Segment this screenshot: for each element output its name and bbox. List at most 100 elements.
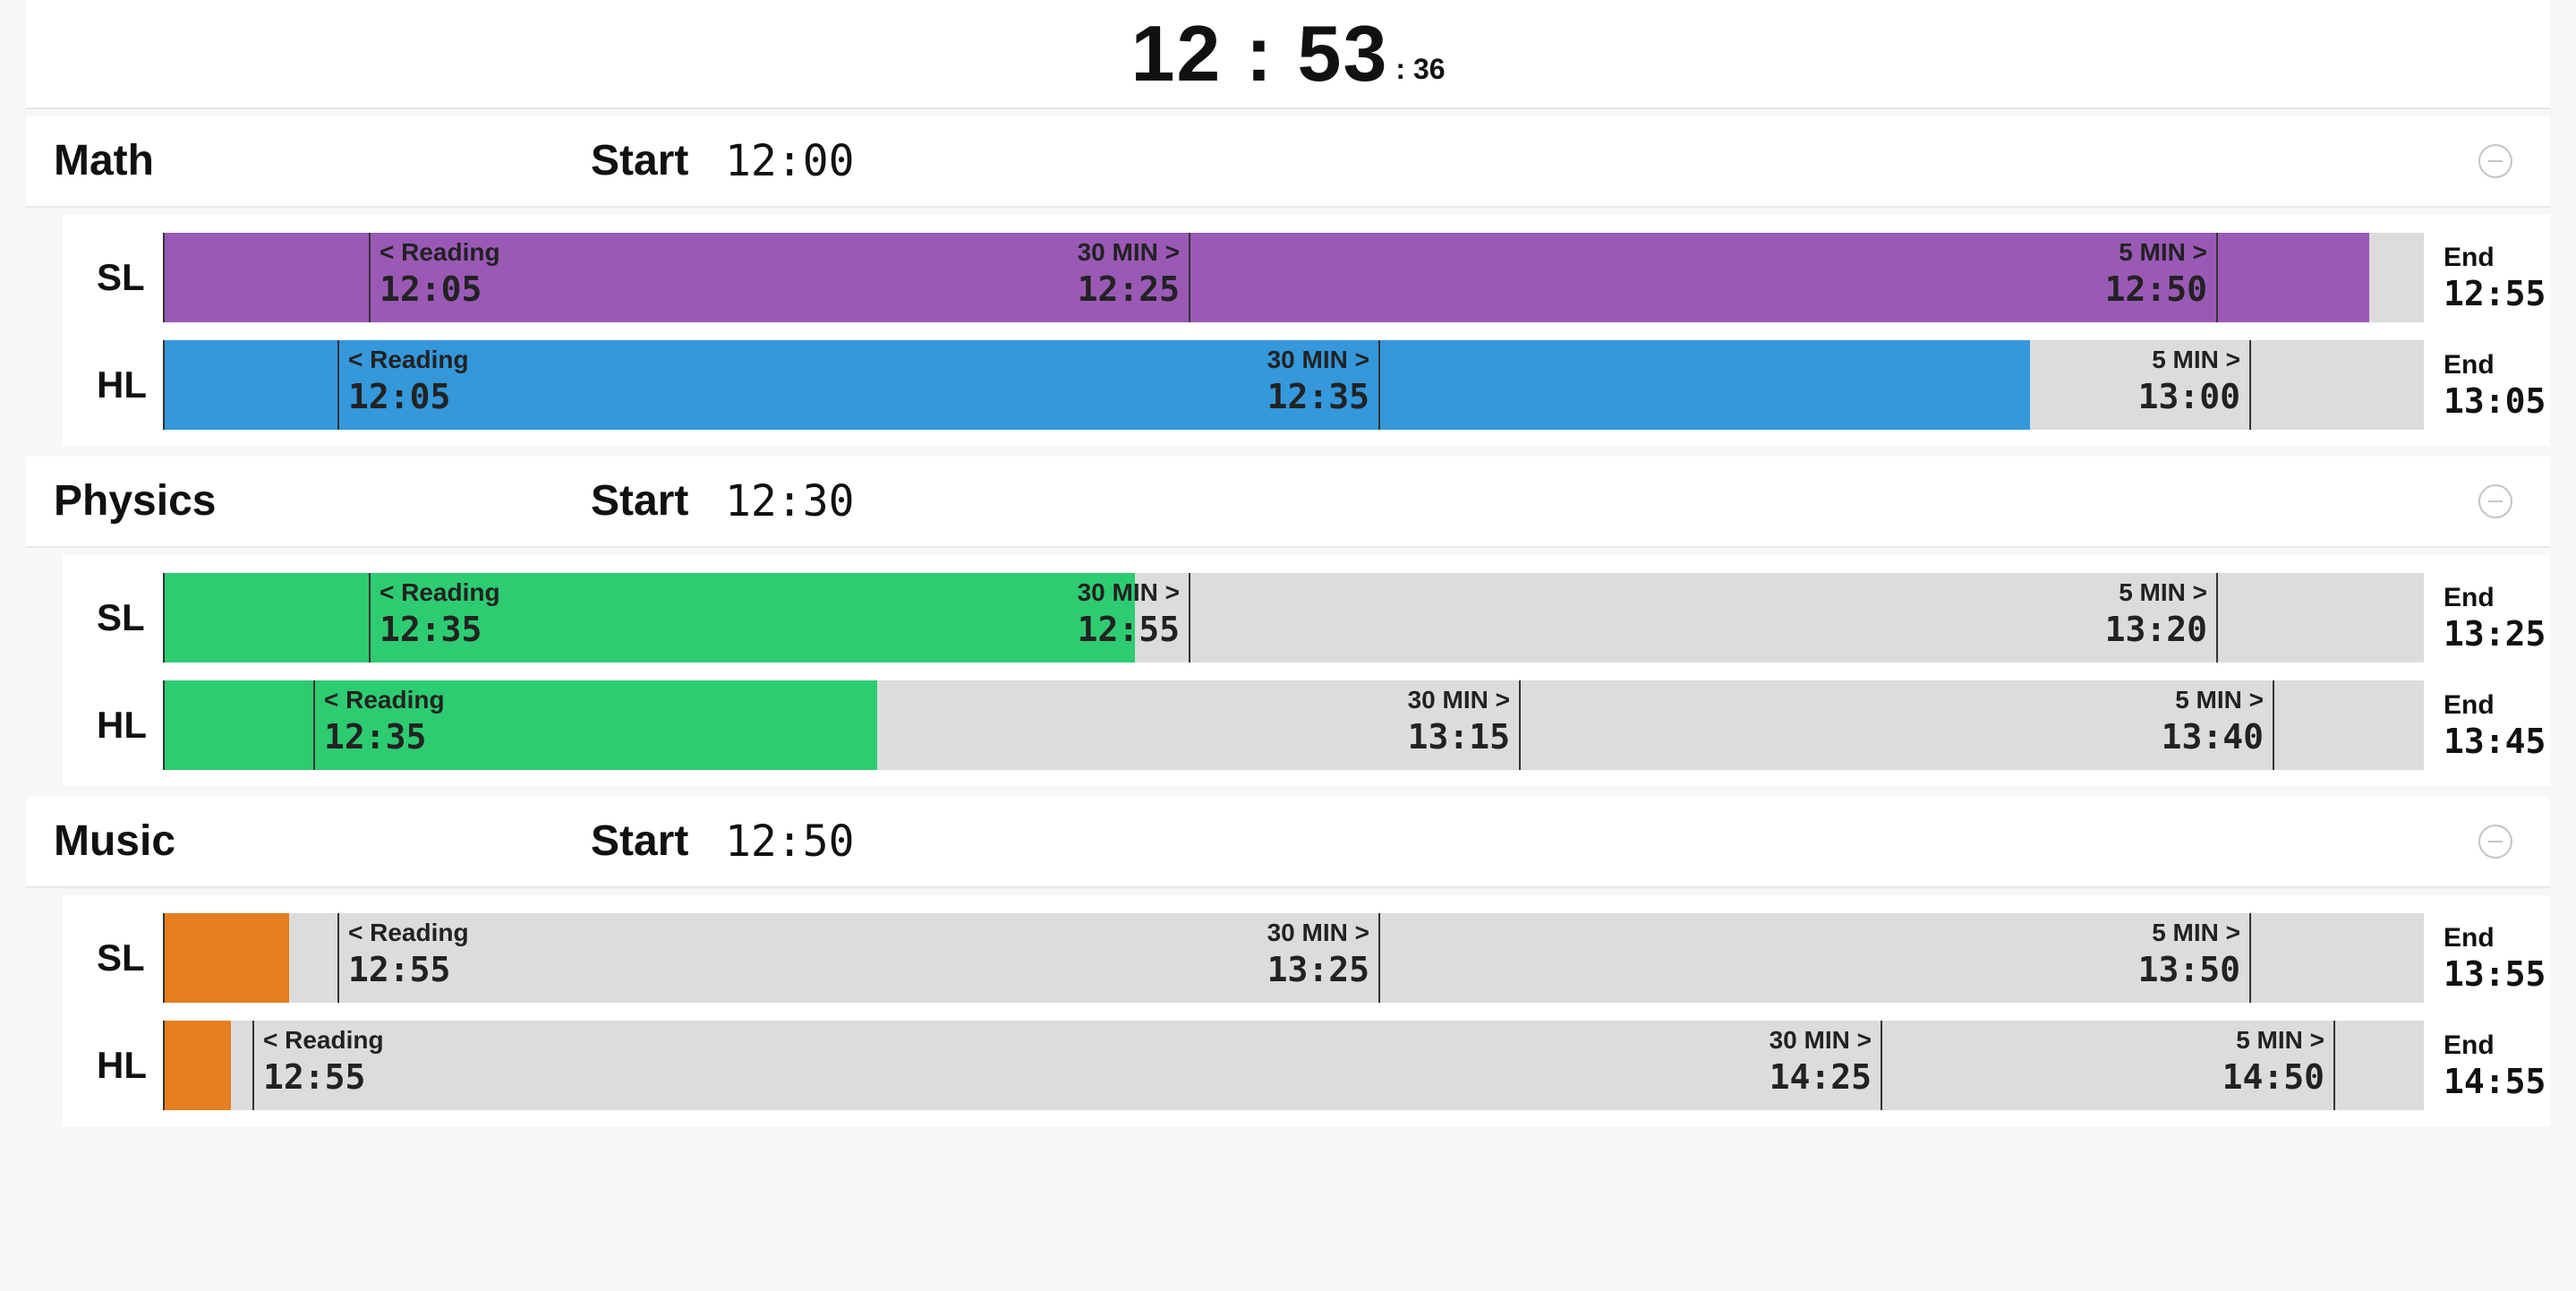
marker-line [1519, 680, 1521, 770]
marker-line [2333, 1021, 2335, 1110]
reading-time: 12:35 [380, 610, 482, 649]
track-start-line [163, 680, 165, 770]
exam-header-physics: Physics Start 12:30 [26, 457, 2550, 546]
end-label: End [2444, 1030, 2495, 1060]
thirty-min-time: 12:55 [1077, 610, 1180, 649]
five-min-label: 5 MIN > [2175, 686, 2264, 714]
reading-time: 12:55 [348, 950, 451, 989]
track-start-line [163, 340, 165, 430]
end-label: End [2444, 690, 2495, 720]
reading-label: < Reading [380, 578, 500, 606]
end-block: End 12:55 [2444, 242, 2546, 313]
track-start-line [163, 1021, 165, 1110]
end-time: 12:55 [2444, 274, 2546, 313]
track-start-line [163, 573, 165, 663]
clock-hours-minutes: 12 : 53 [1130, 9, 1389, 98]
collapse-icon[interactable] [2478, 144, 2512, 178]
five-min-marker: 5 MIN > 12:50 [163, 233, 2218, 322]
elapsed-progress-bar [163, 913, 289, 1003]
end-block: End 13:25 [2444, 582, 2546, 654]
exam-levels-music: SL < Reading 12:55 30 MIN > 13:25 5 MIN > 13:5… [63, 895, 2550, 1126]
end-label: End [2444, 243, 2495, 272]
end-label: End [2444, 923, 2495, 953]
timeline-track: < Reading 12:05 30 MIN > 12:25 5 MIN > 12:50 [163, 233, 2424, 322]
level-row-sl: SL < Reading 12:55 30 MIN > 13:25 5 MIN > 13:5… [63, 913, 2550, 1003]
thirty-min-marker: 30 MIN > 13:25 [163, 913, 1380, 1003]
end-time: 13:05 [2444, 381, 2546, 421]
thirty-min-marker: 30 MIN > 14:25 [163, 1021, 1882, 1110]
marker-line [252, 1021, 254, 1110]
marker-line [1189, 233, 1190, 322]
current-time-clock: 12 : 53 : 36 [26, 0, 2550, 107]
five-min-label: 5 MIN > [2236, 1026, 2324, 1054]
five-min-time: 13:50 [2137, 950, 2240, 989]
timeline-track: < Reading 12:35 30 MIN > 13:15 5 MIN > 13:40 [163, 680, 2424, 770]
marker-line [2249, 340, 2251, 430]
thirty-min-marker: 30 MIN > 12:35 [163, 340, 1380, 430]
timeline-track: < Reading 12:35 30 MIN > 12:55 5 MIN > 13:20 [163, 573, 2424, 663]
collapse-icon[interactable] [2478, 825, 2512, 859]
five-min-marker: 5 MIN > 14:50 [163, 1021, 2335, 1110]
marker-line [1189, 573, 1190, 663]
thirty-min-label: 30 MIN > [1267, 346, 1369, 373]
marker-line [337, 340, 339, 430]
exam-name: Music [54, 817, 176, 865]
five-min-label: 5 MIN > [2152, 346, 2240, 373]
track-start-line [163, 913, 165, 1003]
level-row-hl: HL < Reading 12:55 30 MIN > 14:25 5 MIN > 14:5… [63, 1021, 2550, 1110]
marker-line [337, 913, 339, 1003]
marker-line [2216, 573, 2218, 663]
timeline-track: < Reading 12:05 30 MIN > 12:35 5 MIN > 13:00 [163, 340, 2424, 430]
elapsed-progress-bar [163, 340, 2030, 430]
reading-time: 12:35 [324, 717, 427, 757]
thirty-min-label: 30 MIN > [1077, 238, 1180, 266]
timeline-track: < Reading 12:55 30 MIN > 13:25 5 MIN > 13:50 [163, 913, 2424, 1003]
elapsed-progress-bar [163, 1021, 231, 1110]
five-min-time: 14:50 [2222, 1057, 2324, 1097]
reading-label: < Reading [348, 346, 469, 373]
start-time: 12:50 [725, 816, 855, 867]
end-time: 14:55 [2444, 1062, 2546, 1101]
marker-line [313, 680, 315, 770]
exam-name: Math [54, 137, 154, 184]
level-label: HL [97, 704, 147, 746]
start-time: 12:30 [725, 476, 855, 526]
five-min-label: 5 MIN > [2119, 238, 2207, 266]
thirty-min-label: 30 MIN > [1407, 686, 1510, 714]
level-label: HL [97, 1044, 147, 1086]
reading-time: 12:05 [380, 269, 482, 309]
reading-label: < Reading [324, 686, 445, 714]
start-time: 12:00 [725, 136, 855, 186]
level-row-sl: SL < Reading 12:35 30 MIN > 12:55 5 MIN > 13:2… [63, 573, 2550, 663]
reading-time: 12:05 [348, 377, 451, 416]
thirty-min-time: 12:25 [1077, 269, 1180, 309]
end-label: End [2444, 583, 2495, 612]
elapsed-progress-bar [163, 680, 877, 770]
thirty-min-time: 14:25 [1769, 1057, 1872, 1097]
thirty-min-label: 30 MIN > [1769, 1026, 1872, 1054]
level-row-sl: SL < Reading 12:05 30 MIN > 12:25 5 MIN > 12:5… [63, 233, 2550, 322]
end-block: End 14:55 [2444, 1030, 2546, 1101]
exam-header-music: Music Start 12:50 [26, 797, 2550, 886]
start-label: Start [591, 137, 689, 184]
five-min-label: 5 MIN > [2152, 919, 2240, 946]
start-label: Start [591, 817, 689, 865]
thirty-min-time: 13:25 [1267, 950, 1369, 989]
five-min-time: 13:00 [2137, 377, 2240, 416]
clock-seconds: : 36 [1395, 53, 1446, 85]
thirty-min-marker: 30 MIN > 12:25 [163, 233, 1190, 322]
track-start-line [163, 233, 165, 322]
end-time: 13:45 [2444, 722, 2546, 761]
collapse-icon[interactable] [2478, 484, 2512, 518]
marker-line [369, 233, 371, 322]
thirty-min-marker: 30 MIN > 12:55 [163, 573, 1190, 663]
level-label: HL [97, 363, 147, 406]
exam-levels-physics: SL < Reading 12:35 30 MIN > 12:55 5 MIN > 13:2… [63, 555, 2550, 786]
marker-line [1378, 340, 1380, 430]
five-min-label: 5 MIN > [2119, 578, 2207, 606]
exam-header-math: Math Start 12:00 [26, 116, 2550, 206]
timeline-track: < Reading 12:55 30 MIN > 14:25 5 MIN > 14:50 [163, 1021, 2424, 1110]
five-min-time: 13:40 [2161, 717, 2264, 757]
thirty-min-time: 12:35 [1267, 377, 1369, 416]
reading-label: < Reading [263, 1026, 384, 1054]
